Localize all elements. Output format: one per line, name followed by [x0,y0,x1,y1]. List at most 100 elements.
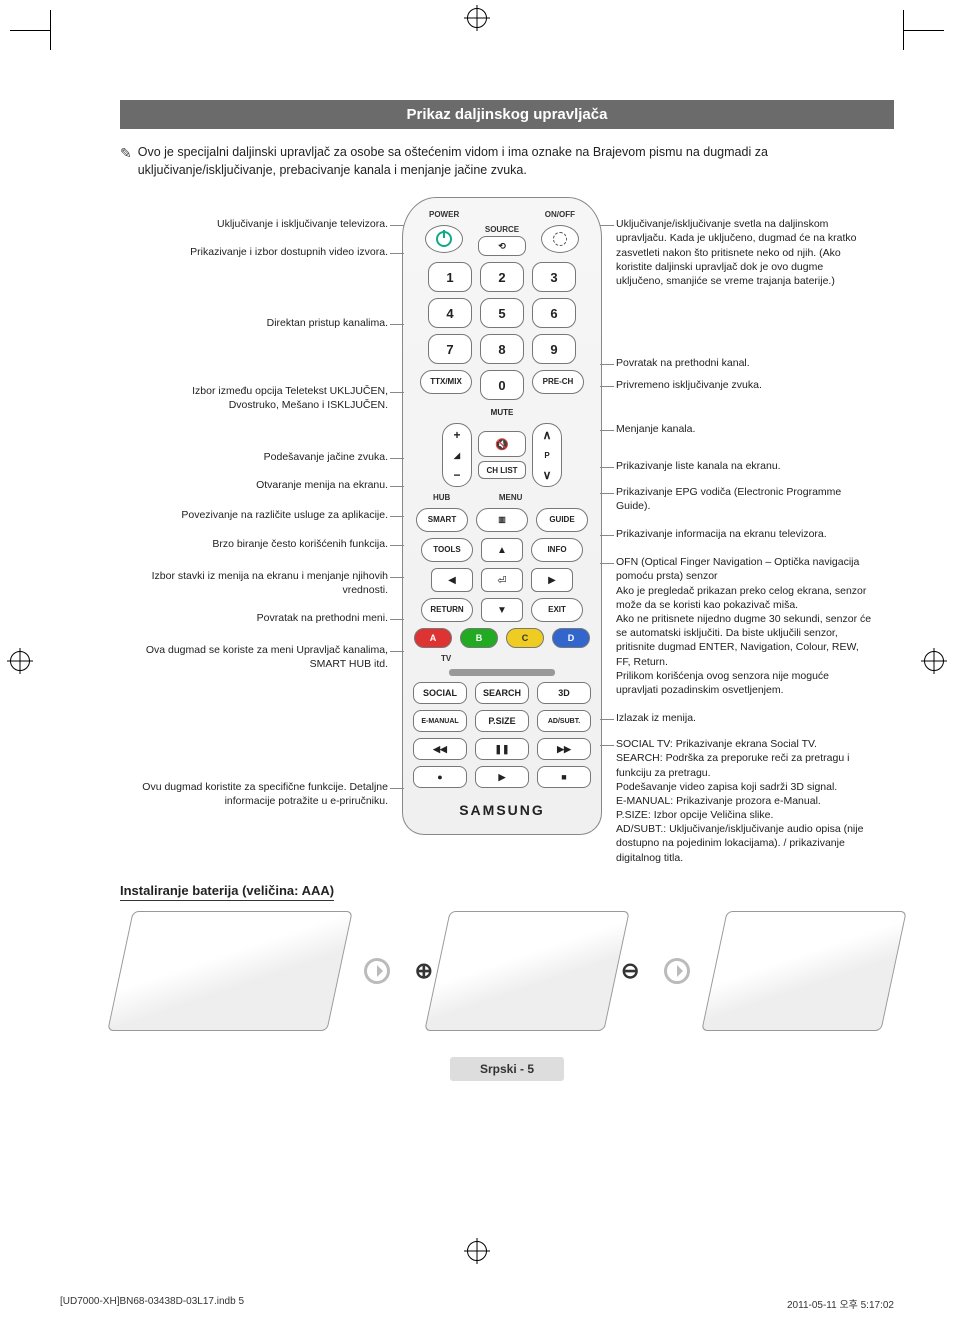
desc-mute: Privremeno isključivanje zvuka. [616,378,872,392]
document-footer: [UD7000-XH]BN68-03438D-03L17.indb 5 2011… [60,1296,894,1311]
dpad-right[interactable]: ▶ [531,568,573,592]
ch-p-label: P [544,451,549,460]
doc-footer-left: [UD7000-XH]BN68-03438D-03L17.indb 5 [60,1296,244,1311]
rec-button[interactable]: ● [413,766,467,788]
registration-mark [467,8,487,28]
light-button[interactable] [541,225,579,253]
volume-rocker[interactable]: + ◢ − [442,423,472,487]
power-button[interactable] [425,225,463,253]
desc-ofn: OFN (Optical Finger Navigation – Optička… [616,555,872,697]
digit-3[interactable]: 3 [532,262,576,292]
desc-info: Prikazivanje informacija na ekranu telev… [616,527,872,541]
remote-body: POWER ON/OFF SOURCE ⟲ 123 456 789 TTX/MI… [402,197,602,835]
digit-9[interactable]: 9 [532,334,576,364]
color-b-button[interactable]: B [460,628,498,648]
color-d-button[interactable]: D [552,628,590,648]
digit-0[interactable]: 0 [480,370,524,400]
dpad-down[interactable]: ▼ [481,598,523,622]
emanual-button[interactable]: E-MANUAL [413,710,467,732]
mute-button[interactable]: 🔇 [478,431,526,457]
registration-mark [924,651,944,671]
desc-smart: Povezivanje na različite usluge za aplik… [142,508,388,522]
desc-channel: Menjanje kanala. [616,422,872,436]
onoff-label: ON/OFF [545,210,575,219]
digit-1[interactable]: 1 [428,262,472,292]
color-a-button[interactable]: A [414,628,452,648]
plus-icon: ⊕ [415,958,433,984]
desc-ttx: Izbor između opcija Teletekst UKLJUČEN, … [142,384,388,412]
desc-source: Prikazivanje i izbor dostupnih video izv… [142,245,388,259]
digit-8[interactable]: 8 [480,334,524,364]
social-button[interactable]: SOCIAL [413,682,467,704]
prech-button[interactable]: PRE-CH [532,370,584,394]
exit-button[interactable]: EXIT [531,598,583,622]
crop-mark [10,30,50,31]
desc-guide: Prikazivanje EPG vodiča (Electronic Prog… [616,485,872,513]
info-button[interactable]: INFO [531,538,583,562]
adsubt-button[interactable]: AD/SUBT. [537,710,591,732]
intro-text: Ovo je specijalni daljinski upravljač za… [138,143,894,179]
page-content: Prikaz daljinskog upravljača ✎ Ovo je sp… [120,100,894,1081]
digit-6[interactable]: 6 [532,298,576,328]
rew-button[interactable]: ◀◀ [413,738,467,760]
enter-button[interactable]: ⏎ [481,568,523,592]
func-search: SEARCH: Podrška za preporuke reči za pre… [616,752,849,778]
tools-button[interactable]: TOOLS [421,538,473,562]
search-button[interactable]: SEARCH [475,682,529,704]
right-descriptions: Uključivanje/isključivanje svetla na dal… [612,197,872,865]
desc-menu-open: Otvaranje menija na ekranu. [142,478,388,492]
return-button[interactable]: RETURN [421,598,473,622]
smart-button[interactable]: SMART [416,508,468,532]
vol-mid-icon: ◢ [454,451,460,460]
func-emanual: E-MANUAL: Prikazivanje prozora e-Manual. [616,795,821,807]
digit-7[interactable]: 7 [428,334,472,364]
battery-step-1 [107,911,353,1031]
psize-button[interactable]: P.SIZE [475,710,529,732]
remote-diagram: Uključivanje i isključivanje televizora.… [120,197,894,865]
source-label: SOURCE [485,225,519,234]
source-button[interactable]: ⟲ [478,236,526,256]
desc-numbers: Direktan pristup kanalima. [142,316,388,330]
vol-up-icon: + [453,428,460,442]
step-arrow-icon [364,958,390,984]
guide-button[interactable]: GUIDE [536,508,588,532]
battery-step-2 [424,911,630,1031]
digit-2[interactable]: 2 [480,262,524,292]
page-number: Srpski - 5 [450,1057,564,1081]
ttx-button[interactable]: TTX/MIX [420,370,472,394]
func-adsubt: AD/SUBT.: Uključivanje/isključivanje aud… [616,823,863,863]
func-3d: Podešavanje video zapisa koji sadrži 3D … [616,781,837,793]
3d-button[interactable]: 3D [537,682,591,704]
ch-down-icon: ∨ [543,468,552,482]
tv-strip [449,669,556,676]
note-icon: ✎ [120,143,132,179]
pause-button[interactable]: ❚❚ [475,738,529,760]
minus-icon: ⊖ [621,958,639,984]
digit-5[interactable]: 5 [480,298,524,328]
dpad-up[interactable]: ▲ [481,538,523,562]
hub-label: HUB [433,493,450,502]
crop-mark [50,10,51,50]
channel-rocker[interactable]: ∧ P ∨ [532,423,562,487]
brand-logo: SAMSUNG [459,802,545,818]
desc-chlist: Prikazivanje liste kanala na ekranu. [616,459,872,473]
battery-section: Instaliranje baterija (veličina: AAA) ⊕ … [120,883,894,1031]
desc-prech: Povratak na prethodni kanal. [616,356,872,370]
play-button[interactable]: ▶ [475,766,529,788]
digit-4[interactable]: 4 [428,298,472,328]
menu-button[interactable]: ▥ [476,508,528,532]
func-social: SOCIAL TV: Prikazivanje ekrana Social TV… [616,738,817,750]
desc-exit: Izlazak iz menija. [616,711,872,725]
light-icon [553,232,567,246]
desc-power: Uključivanje i isključivanje televizora. [142,217,388,231]
desc-functions: SOCIAL TV: Prikazivanje ekrana Social TV… [616,737,872,865]
desc-menu-select: Izbor stavki iz menija na ekranu i menja… [142,569,388,597]
dpad-left[interactable]: ◀ [431,568,473,592]
ff-button[interactable]: ▶▶ [537,738,591,760]
tv-label: TV [441,654,451,663]
color-c-button[interactable]: C [506,628,544,648]
crop-mark [903,10,904,50]
step-arrow-icon [664,958,690,984]
chlist-button[interactable]: CH LIST [478,461,526,479]
stop-button[interactable]: ■ [537,766,591,788]
